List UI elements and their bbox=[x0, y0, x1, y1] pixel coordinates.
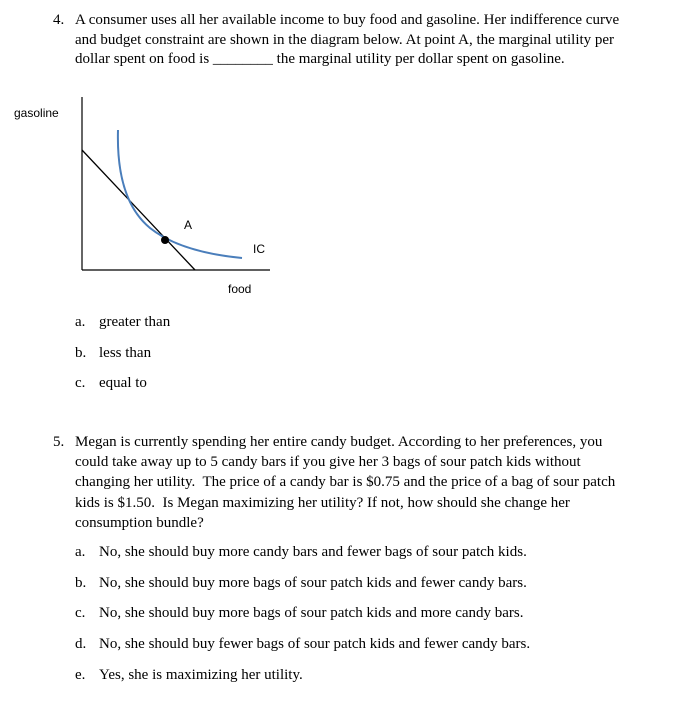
question-number: 5. bbox=[53, 434, 65, 450]
option-letter: b. bbox=[75, 344, 87, 361]
option-letter: a. bbox=[75, 544, 86, 560]
point-a bbox=[161, 236, 169, 244]
indifference-curve bbox=[116, 129, 243, 259]
option-letter: b. bbox=[75, 574, 87, 591]
option-text: No, she should buy more bags of sour pat… bbox=[99, 605, 524, 622]
option-letter: c. bbox=[75, 605, 86, 622]
question-line: changing her utility. The price of a can… bbox=[75, 474, 616, 491]
budget-line bbox=[81, 149, 196, 271]
question-line: A consumer uses all her available income… bbox=[75, 12, 620, 28]
option-text: greater than bbox=[99, 314, 171, 330]
option-text: Yes, she is maximizing her utility. bbox=[99, 666, 303, 683]
option-letter: e. bbox=[75, 666, 86, 683]
curve-label: IC bbox=[253, 242, 265, 256]
option-letter: c. bbox=[75, 375, 86, 391]
question-line: consumption bundle? bbox=[75, 514, 204, 531]
option-text: less than bbox=[99, 344, 152, 361]
question-number: 4. bbox=[53, 12, 65, 28]
option-text: No, she should buy fewer bags of sour pa… bbox=[99, 636, 531, 653]
y-axis-label: gasoline bbox=[14, 106, 59, 120]
point-label: A bbox=[184, 218, 193, 232]
question-line: Megan is currently spending her entire c… bbox=[75, 434, 603, 450]
option-text: No, she should buy more bags of sour pat… bbox=[99, 574, 527, 591]
option-letter: a. bbox=[75, 314, 86, 330]
option-letter: d. bbox=[75, 636, 87, 653]
question-line: could take away up to 5 candy bars if yo… bbox=[75, 454, 581, 471]
question-line: and budget constraint are shown in the d… bbox=[75, 31, 615, 48]
question-line: dollar spent on food is ________ the mar… bbox=[75, 51, 565, 67]
x-axis-label: food bbox=[228, 282, 252, 296]
question-line: kids is $1.50. Is Megan maximizing her u… bbox=[75, 494, 570, 511]
option-text: No, she should buy more candy bars and f… bbox=[99, 544, 527, 560]
option-text: equal to bbox=[99, 375, 147, 391]
